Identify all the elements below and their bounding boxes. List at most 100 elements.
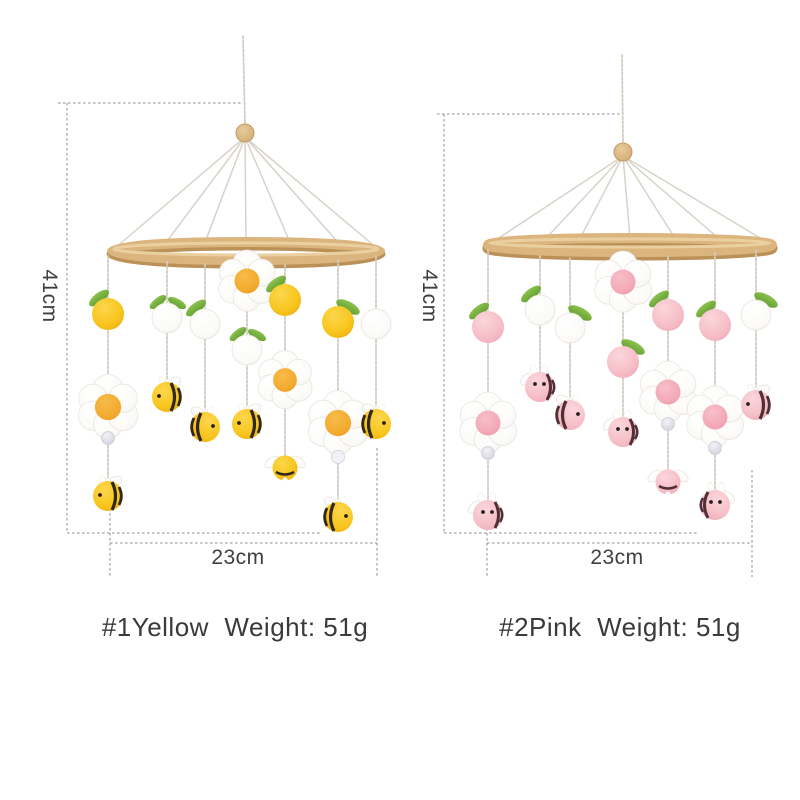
felt-bee xyxy=(699,482,736,520)
ornament-strand xyxy=(686,252,744,520)
hanger-string xyxy=(579,155,624,239)
felt-ball xyxy=(554,305,592,344)
felt-flower xyxy=(307,390,369,456)
felt-fruit xyxy=(696,300,731,341)
felt-flower xyxy=(218,249,276,312)
felt-leaf xyxy=(229,327,247,341)
felt-leaf xyxy=(167,297,187,309)
felt-leaf xyxy=(521,285,541,303)
felt-ball xyxy=(229,327,267,366)
felt-bee xyxy=(190,406,220,442)
hanger-string xyxy=(244,136,247,243)
felt-leaf xyxy=(568,305,592,321)
ornament-strand xyxy=(594,250,652,447)
felt-dangle xyxy=(661,417,675,431)
felt-ball xyxy=(521,285,556,326)
felt-bee xyxy=(361,403,391,439)
felt-bee-top xyxy=(264,455,306,483)
felt-bee xyxy=(93,475,123,511)
felt-ball xyxy=(149,295,187,334)
ornament-strand xyxy=(77,255,139,511)
felt-ball xyxy=(740,292,778,331)
felt-fruit xyxy=(89,289,124,330)
felt-leaf xyxy=(649,290,669,308)
ornament-strand xyxy=(257,263,313,483)
felt-bee xyxy=(519,364,556,402)
ornament-strand xyxy=(218,249,276,439)
felt-leaf xyxy=(247,329,267,341)
felt-flower xyxy=(686,385,744,448)
hanger-string xyxy=(622,155,721,241)
felt-dangle xyxy=(481,446,495,460)
ornament-strand xyxy=(519,255,556,402)
ornament-strand xyxy=(149,261,187,412)
felt-ball xyxy=(360,308,392,340)
ornament-strand xyxy=(639,256,697,497)
felt-leaf xyxy=(621,339,645,355)
hanger-string xyxy=(244,136,341,246)
hanger-string xyxy=(622,155,676,239)
felt-leaf xyxy=(266,275,286,293)
felt-bee xyxy=(602,409,639,447)
felt-flower xyxy=(257,350,313,410)
felt-leaf xyxy=(186,299,206,317)
hanger-string xyxy=(244,136,380,251)
hanger-bead xyxy=(235,123,255,143)
hanger-string xyxy=(112,136,246,251)
felt-leaf xyxy=(754,292,778,308)
felt-leaf xyxy=(336,299,360,315)
mobile-yellow xyxy=(77,35,392,532)
felt-bee xyxy=(555,394,585,430)
felt-leaf xyxy=(696,300,716,318)
felt-flower xyxy=(639,360,697,423)
mobile-pink xyxy=(459,54,778,530)
ornament-strand xyxy=(740,249,778,420)
dimension-annotations xyxy=(58,102,753,577)
ornament-strand xyxy=(459,249,517,530)
caption-right-variant: #2Pink Weight: 51g xyxy=(499,612,741,642)
wooden-ring-highlight xyxy=(488,237,772,249)
felt-fruit xyxy=(266,275,301,316)
caption-left-variant: #1Yellow Weight: 51g xyxy=(101,612,369,642)
felt-bee-top xyxy=(647,469,689,497)
dimension-label-left-height: 41cm xyxy=(38,269,61,323)
dimension-label-left-width: 23cm xyxy=(211,546,265,569)
felt-fruit xyxy=(469,302,504,343)
felt-bee xyxy=(152,376,182,412)
felt-flower xyxy=(77,374,139,440)
felt-fruit xyxy=(607,339,645,378)
ornament-strand xyxy=(186,263,221,442)
felt-fruit xyxy=(649,290,684,331)
mobiles xyxy=(77,35,778,532)
felt-flower xyxy=(594,250,652,313)
felt-fruit xyxy=(322,299,360,338)
ornament-strand xyxy=(554,257,592,430)
felt-bee xyxy=(741,384,771,420)
felt-leaf xyxy=(149,295,167,309)
ornament-strand xyxy=(307,259,369,532)
hanging-string xyxy=(242,35,246,125)
felt-dangle xyxy=(708,441,722,455)
dimension-label-right-width: 23cm xyxy=(590,546,644,569)
dimension-label-right-height: 41cm xyxy=(418,269,441,323)
felt-bee xyxy=(323,496,353,532)
hanger-string xyxy=(164,136,246,245)
hanger-string xyxy=(489,155,624,245)
felt-bee xyxy=(232,403,262,439)
ornament-strand xyxy=(360,255,392,439)
hanger-bead xyxy=(613,142,633,162)
felt-flower xyxy=(459,391,517,454)
felt-dangle xyxy=(331,450,345,464)
hanger-string xyxy=(204,136,246,243)
hanger-string xyxy=(622,155,631,239)
felt-leaf xyxy=(89,289,109,307)
hanger-string xyxy=(244,136,291,243)
hanging-string xyxy=(621,54,624,144)
hanger-string xyxy=(544,155,624,240)
hanger-string xyxy=(622,155,771,245)
felt-ball xyxy=(186,299,221,340)
felt-leaf xyxy=(469,302,489,320)
felt-dangle xyxy=(101,431,115,445)
felt-bee xyxy=(467,492,504,530)
